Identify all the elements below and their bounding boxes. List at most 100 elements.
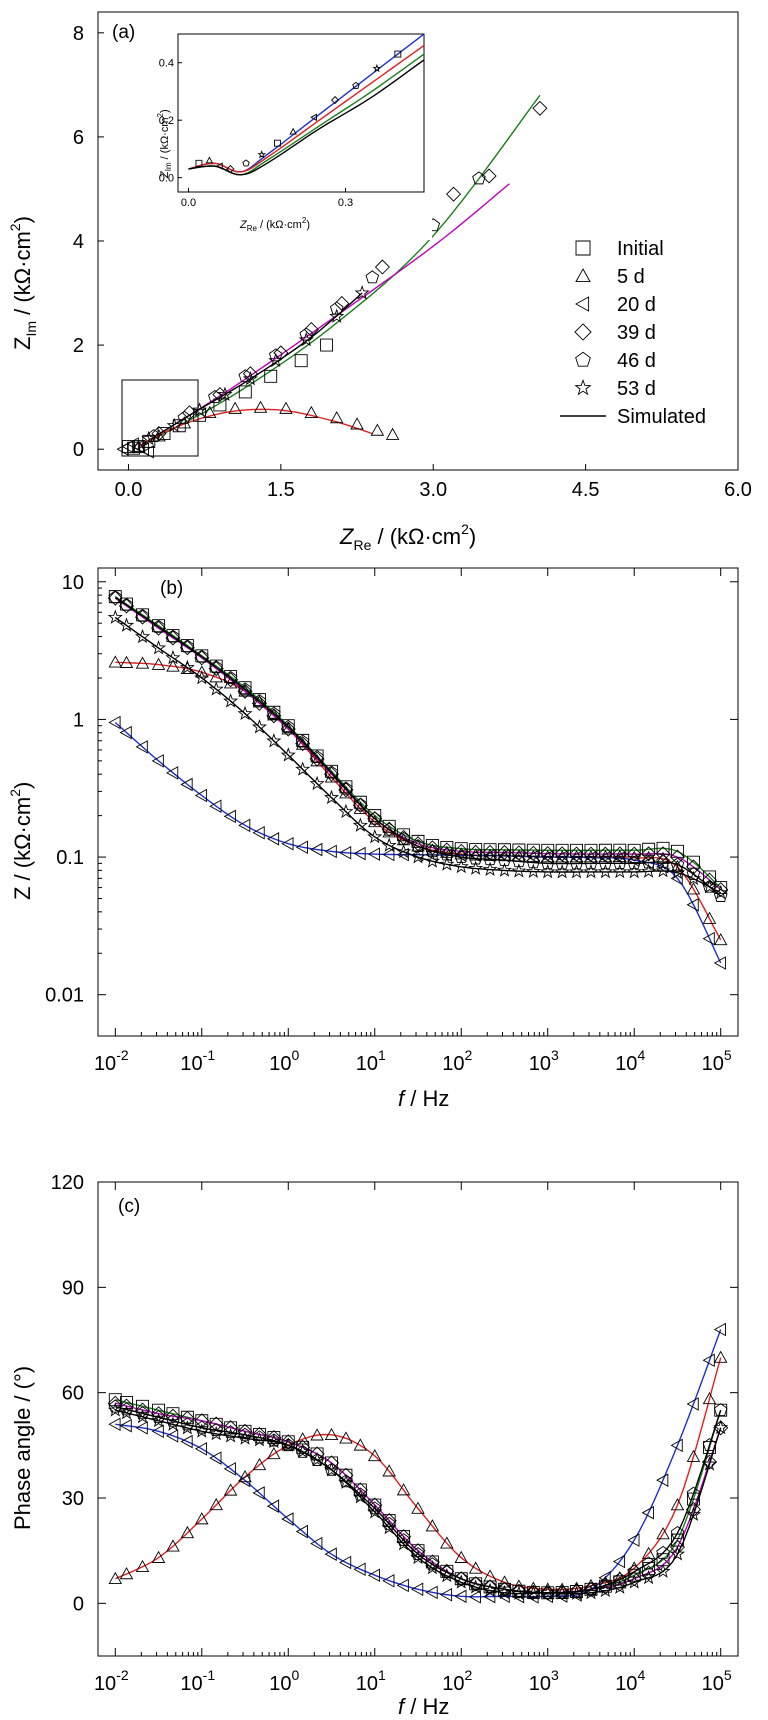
data-point (180, 1417, 195, 1431)
data-point (641, 863, 657, 878)
data-point (165, 630, 181, 646)
data-point (597, 1579, 613, 1595)
data-point (583, 863, 599, 879)
data-point (238, 682, 252, 696)
data-point (329, 308, 345, 323)
data-point (468, 860, 484, 875)
data-point (382, 1516, 396, 1530)
y-tick-label: 0 (73, 439, 84, 461)
data-point (223, 676, 238, 689)
data-point (209, 660, 224, 674)
data-point (323, 789, 340, 805)
x-tick-label: 102 (442, 1047, 472, 1075)
data-point (281, 1438, 296, 1452)
data-point (713, 1350, 728, 1363)
data-point (511, 1585, 527, 1600)
data-point (324, 770, 339, 783)
data-point (511, 1583, 527, 1599)
panel-c-y-label: Phase angle / (°) (10, 1366, 35, 1530)
data-point (310, 1536, 323, 1551)
data-point (127, 441, 141, 455)
data-point (713, 1322, 726, 1337)
data-point (670, 857, 685, 871)
data-point (252, 825, 265, 840)
data-point (339, 786, 353, 799)
data-point (208, 1425, 224, 1441)
data-point (237, 683, 253, 699)
data-point (151, 1424, 164, 1439)
data-point (367, 847, 381, 861)
data-point (685, 1506, 702, 1522)
data-point (310, 1428, 324, 1441)
data-point (223, 1425, 238, 1439)
data-point (512, 1584, 526, 1598)
data-point (454, 849, 469, 863)
legend-marker (574, 323, 592, 341)
data-point (323, 1461, 340, 1477)
x-tick-label: 0.0 (115, 479, 143, 501)
data-point (367, 1448, 382, 1462)
data-point (453, 843, 469, 859)
data-point (108, 1399, 123, 1413)
panel-b: (b) 10-2 10-1 100 101 102 103 104 105 0.010.111… (7, 567, 739, 1111)
data-point (382, 822, 396, 836)
data-point (382, 1573, 395, 1588)
data-point (194, 1413, 210, 1429)
data-point (410, 849, 426, 864)
data-point (223, 1483, 238, 1496)
panel-c-y-axis: 0 30 60 90 120 (51, 1172, 738, 1615)
panel-a-label: (a) (112, 22, 135, 43)
data-point (118, 617, 135, 632)
data-point (701, 1456, 718, 1471)
data-point (483, 1579, 497, 1593)
data-point (540, 1585, 555, 1599)
data-point (468, 1590, 481, 1604)
data-point (554, 1585, 570, 1600)
inset-y-axis: 0.0 0.2 0.4 (159, 58, 182, 185)
data-point (352, 817, 368, 832)
data-point (166, 629, 180, 643)
data-point (179, 659, 195, 675)
data-point (107, 609, 123, 624)
data-point (627, 1564, 642, 1578)
data-point (555, 856, 569, 870)
y-tick-label: 1 (73, 709, 84, 731)
inset-data-point (394, 50, 402, 58)
data-point (295, 840, 308, 855)
inset-frame (177, 33, 425, 193)
data-point (396, 1578, 409, 1593)
data-point (118, 1398, 135, 1414)
data-point (353, 797, 368, 811)
data-point (119, 725, 132, 740)
data-point (194, 649, 209, 663)
panel-b-frame (97, 567, 739, 1037)
data-point (713, 1403, 728, 1417)
data-point (142, 434, 156, 448)
data-point (295, 734, 310, 748)
legend-marker (575, 296, 590, 312)
data-point (209, 1423, 224, 1437)
fit-line (115, 1406, 722, 1594)
data-point (310, 750, 324, 763)
data-point (656, 1545, 670, 1559)
data-point (555, 1585, 569, 1599)
data-point (118, 598, 135, 614)
legend-label: 5 d (617, 266, 645, 288)
inset-data-point (352, 81, 360, 89)
data-point (440, 1536, 454, 1549)
data-point (669, 1546, 686, 1561)
data-point (370, 423, 385, 436)
data-point (525, 845, 541, 861)
data-point (497, 1589, 510, 1604)
inset-fit-line (188, 44, 425, 173)
data-point (223, 670, 238, 684)
data-point (324, 1462, 339, 1476)
data-point (686, 1397, 699, 1411)
data-point (468, 1561, 483, 1574)
inset-data-points (195, 50, 402, 174)
data-point (598, 1578, 613, 1592)
panel-a-y-axis: 0 2 4 6 8 (73, 23, 104, 461)
data-point (151, 754, 164, 768)
data-point (194, 788, 208, 803)
data-point (584, 843, 598, 857)
